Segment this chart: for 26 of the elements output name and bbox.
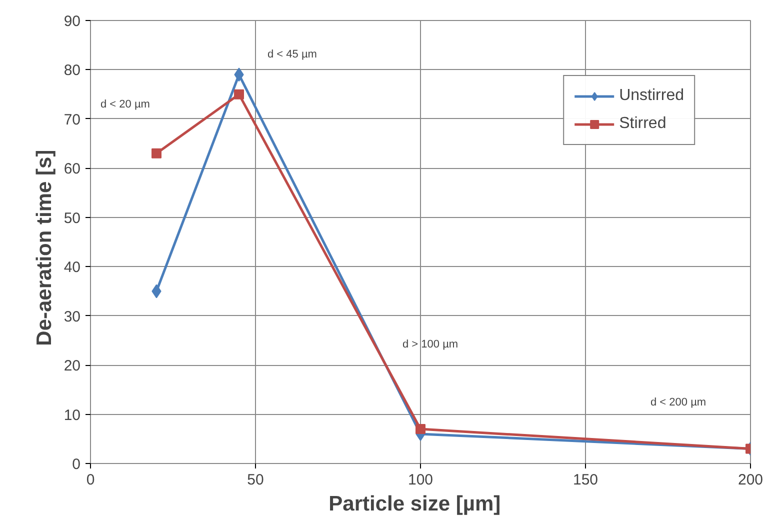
annotation: d > 100 µm	[402, 338, 458, 350]
point	[152, 148, 162, 158]
x-tick-label: 50	[247, 472, 264, 488]
annotation: d < 200 µm	[650, 396, 706, 408]
legend-label: Stirred	[619, 115, 666, 133]
x-tick-label: 100	[408, 472, 434, 488]
y-tick-label: 80	[64, 62, 81, 80]
y-tick-label: 40	[64, 259, 81, 276]
annotation: d < 45 µm	[268, 48, 317, 60]
y-axis-title: De-aeration time [s]	[32, 150, 56, 346]
y-tick-label: 50	[64, 210, 81, 227]
annotation: d < 20 µm	[100, 98, 150, 110]
y-tick-label: 10	[64, 406, 81, 424]
y-tick-label: 30	[64, 308, 81, 326]
y-tick-label: 60	[64, 160, 81, 178]
point	[416, 424, 426, 434]
y-tick-label: 70	[64, 111, 81, 128]
legend-label: Unstirred	[619, 87, 684, 105]
x-tick-label: 200	[738, 472, 764, 488]
x-axis-title: Particle size [µm]	[328, 492, 501, 516]
point	[234, 89, 244, 100]
y-tick-label: 20	[64, 358, 81, 375]
y-tick-label: 0	[72, 456, 80, 473]
x-tick-label: 0	[86, 472, 95, 488]
y-tick-label: 90	[64, 13, 81, 30]
x-tick-label: 150	[572, 472, 598, 488]
